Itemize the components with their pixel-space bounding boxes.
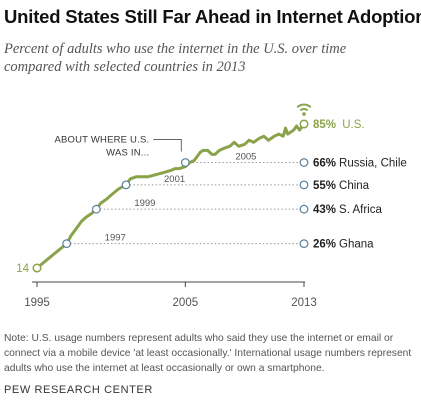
end-marker-circle (299, 180, 309, 190)
us-end-value: 85% (313, 119, 336, 131)
subtitle-line-2: compared with selected countries in 2013 (4, 59, 246, 75)
us-end-label: 85% U.S. (313, 119, 365, 131)
year-label: 2005 (235, 152, 256, 163)
end-marker-circle (299, 204, 309, 214)
year-marker-circle (62, 239, 72, 249)
footnote: Note: U.S. usage numbers represent adult… (4, 333, 412, 375)
end-marker-circle (299, 239, 309, 249)
year-marker-circle (121, 180, 131, 190)
country-value: 55% (313, 180, 336, 192)
country-value: 26% (313, 239, 336, 251)
country-label: 66% Russia, Chile (313, 158, 407, 170)
country-label: 43% S. Africa (313, 204, 382, 216)
us-end-marker-circle (299, 119, 309, 129)
country-name: Ghana (339, 239, 374, 251)
start-value-label: 14 (16, 263, 29, 275)
wifi-arc (296, 103, 312, 109)
wifi-icon (296, 103, 312, 116)
us-end-name: U.S. (342, 119, 364, 131)
annotation-line-1: ABOUT WHERE U.S. (54, 135, 149, 146)
wifi-arc (299, 108, 309, 112)
wifi-dot (302, 112, 306, 116)
chart-title: United States Still Far Ahead in Interne… (4, 6, 421, 27)
x-axis-ticks: 1995 2005 2013 (24, 282, 317, 309)
year-label: 2001 (164, 174, 185, 185)
x-tick-label: 1995 (24, 297, 50, 309)
year-label: 1997 (105, 233, 126, 244)
dotted-reference-lines (66, 162, 304, 245)
year-label: 1999 (134, 198, 155, 209)
country-name: Russia, Chile (339, 158, 407, 170)
country-label: 26% Ghana (313, 239, 374, 251)
country-label: 55% China (313, 180, 370, 192)
country-value: 43% (313, 204, 336, 216)
annotation-line-2: WAS IN... (106, 148, 149, 159)
country-name: S. Africa (339, 204, 382, 216)
annotation-bracket (153, 139, 182, 152)
x-tick-label: 2013 (291, 297, 317, 309)
country-name: China (339, 180, 370, 192)
x-tick-label: 2005 (173, 297, 199, 309)
source-credit: PEW RESEARCH CENTER (4, 384, 153, 396)
start-marker-circle (32, 263, 42, 273)
year-marker-circle (180, 158, 190, 167)
year-marker-circle (91, 204, 101, 214)
chart-subtitle: Percent of adults who use the internet i… (4, 40, 419, 76)
annotation-group: ABOUT WHERE U.S. WAS IN... (54, 135, 182, 159)
us-series-line (35, 122, 306, 270)
country-value: 66% (313, 158, 336, 170)
end-marker-circle (299, 158, 309, 167)
year-markers: 1997 1999 2001 2005 (32, 119, 309, 273)
subtitle-line-1: Percent of adults who use the internet i… (4, 41, 347, 57)
